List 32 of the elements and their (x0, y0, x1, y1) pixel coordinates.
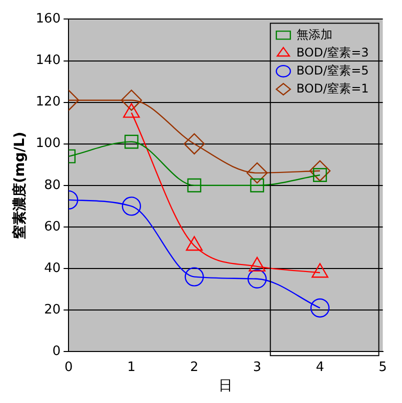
y-tick-label: 160 (36, 12, 61, 27)
legend-label: BOD/窒素=1 (296, 81, 369, 96)
y-tick-label: 0 (52, 344, 61, 359)
point (184, 267, 204, 286)
x-tick-label: 3 (252, 360, 262, 375)
y-tick-label: 40 (44, 260, 61, 276)
legend-label: BOD/窒素=3 (296, 45, 369, 60)
point (184, 133, 205, 154)
point (120, 90, 142, 111)
x-axis-title: 日 (218, 378, 233, 394)
y-tick-label: 60 (44, 219, 61, 234)
y-axis-title: 窒素濃度(mg/L) (11, 132, 28, 240)
point (250, 178, 264, 192)
x-tick-label: 4 (316, 360, 324, 375)
x-tick-label: 1 (127, 360, 136, 375)
point (124, 134, 138, 149)
point (248, 269, 267, 288)
x-tick-label: 5 (378, 360, 387, 375)
x-tick-label: 2 (190, 360, 198, 375)
y-tick-label: 80 (44, 178, 61, 193)
legend-label: BOD/窒素=5 (296, 63, 369, 78)
y-tick-label: 100 (36, 136, 61, 152)
point (309, 160, 331, 182)
point (122, 196, 142, 216)
y-tick-label: 120 (36, 94, 61, 110)
legend-label: 無添加 (296, 27, 332, 42)
point (246, 162, 268, 184)
x-tick-label: 0 (64, 360, 73, 375)
y-tick-label: 140 (36, 53, 61, 68)
point (310, 298, 330, 318)
y-tick-label: 20 (44, 302, 61, 318)
point (187, 178, 202, 192)
